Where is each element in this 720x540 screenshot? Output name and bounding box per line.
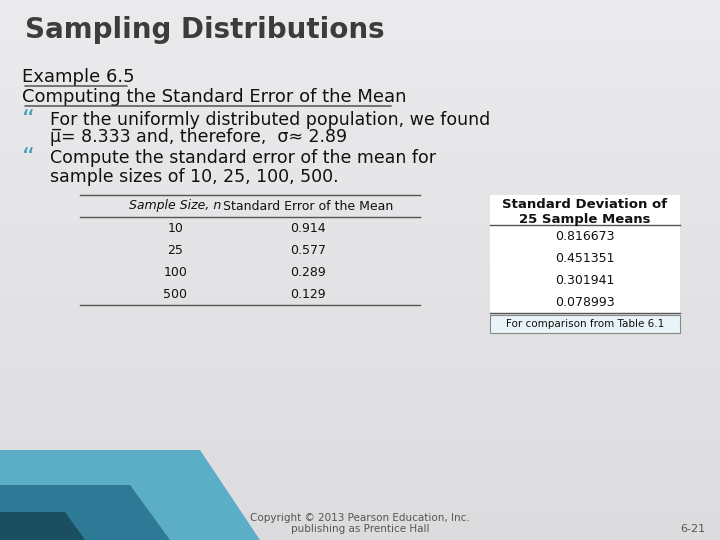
Text: 25 Sample Means: 25 Sample Means xyxy=(519,213,651,226)
Bar xyxy=(0,144,720,153)
Bar xyxy=(0,90,720,99)
Bar xyxy=(0,216,720,225)
Bar xyxy=(0,171,720,180)
Text: 0.577: 0.577 xyxy=(289,244,325,256)
Bar xyxy=(0,531,720,540)
Bar xyxy=(0,126,720,135)
Bar xyxy=(0,369,720,378)
Text: Copyright © 2013 Pearson Education, Inc.: Copyright © 2013 Pearson Education, Inc. xyxy=(250,513,470,523)
Bar xyxy=(0,513,720,522)
Bar xyxy=(0,468,720,477)
Text: Computing the Standard Error of the Mean: Computing the Standard Error of the Mean xyxy=(22,88,407,106)
Polygon shape xyxy=(0,512,85,540)
Polygon shape xyxy=(0,485,170,540)
Bar xyxy=(0,117,720,126)
Bar xyxy=(0,324,720,333)
Text: Standard Error of the Mean: Standard Error of the Mean xyxy=(222,199,393,213)
Bar xyxy=(0,9,720,18)
Bar xyxy=(0,396,720,405)
Bar xyxy=(0,27,720,36)
Bar xyxy=(0,522,720,531)
Bar xyxy=(0,99,720,108)
Bar xyxy=(0,261,720,270)
Bar xyxy=(0,279,720,288)
Bar xyxy=(0,486,720,495)
Text: “: “ xyxy=(22,146,35,170)
Bar xyxy=(0,423,720,432)
Bar xyxy=(0,18,720,27)
Text: μ̅= 8.333 and, therefore,  σ≈ 2.89: μ̅= 8.333 and, therefore, σ≈ 2.89 xyxy=(50,128,347,146)
Bar xyxy=(0,0,720,9)
Bar xyxy=(0,495,720,504)
Bar xyxy=(0,315,720,324)
Polygon shape xyxy=(0,450,260,540)
Bar xyxy=(0,45,720,54)
Text: For comparison from Table 6.1: For comparison from Table 6.1 xyxy=(506,319,664,329)
Bar xyxy=(0,198,720,207)
Bar xyxy=(0,450,720,459)
Bar xyxy=(0,441,720,450)
Bar xyxy=(0,243,720,252)
Text: 0.078993: 0.078993 xyxy=(555,295,615,308)
Bar xyxy=(0,351,720,360)
Bar xyxy=(0,387,720,396)
Bar xyxy=(0,207,720,216)
Text: 0.451351: 0.451351 xyxy=(555,252,615,265)
Bar xyxy=(0,405,720,414)
Bar xyxy=(0,72,720,81)
Bar xyxy=(0,180,720,189)
Bar xyxy=(490,315,680,333)
Bar xyxy=(490,195,680,313)
Bar xyxy=(0,81,720,90)
Bar xyxy=(0,432,720,441)
Text: For the uniformly distributed population, we found: For the uniformly distributed population… xyxy=(50,111,490,129)
Bar xyxy=(0,252,720,261)
Text: 0.914: 0.914 xyxy=(290,221,325,234)
Text: 6-21: 6-21 xyxy=(680,524,705,534)
Bar xyxy=(0,54,720,63)
Bar xyxy=(0,108,720,117)
Bar xyxy=(0,162,720,171)
Text: “: “ xyxy=(22,108,35,132)
Text: Example 6.5: Example 6.5 xyxy=(22,68,135,86)
Text: 25: 25 xyxy=(167,244,183,256)
Text: 0.301941: 0.301941 xyxy=(555,273,615,287)
Text: 0.289: 0.289 xyxy=(290,266,325,279)
Text: publishing as Prentice Hall: publishing as Prentice Hall xyxy=(291,524,429,534)
Text: 500: 500 xyxy=(163,287,187,300)
Bar xyxy=(0,477,720,486)
Text: 100: 100 xyxy=(163,266,187,279)
Text: sample sizes of 10, 25, 100, 500.: sample sizes of 10, 25, 100, 500. xyxy=(50,168,338,186)
Bar xyxy=(0,225,720,234)
Text: 0.816673: 0.816673 xyxy=(555,230,615,242)
Text: Compute the standard error of the mean for: Compute the standard error of the mean f… xyxy=(50,149,436,167)
Bar xyxy=(0,297,720,306)
Bar xyxy=(0,342,720,351)
Bar xyxy=(0,333,720,342)
Text: Sampling Distributions: Sampling Distributions xyxy=(25,16,384,44)
Bar xyxy=(0,234,720,243)
Bar xyxy=(0,504,720,513)
Bar xyxy=(0,189,720,198)
Bar xyxy=(0,288,720,297)
Text: 10: 10 xyxy=(167,221,183,234)
Bar xyxy=(0,378,720,387)
Bar xyxy=(0,135,720,144)
Bar xyxy=(0,459,720,468)
Bar xyxy=(0,63,720,72)
Text: Sample Size, n: Sample Size, n xyxy=(129,199,221,213)
Text: Standard Deviation of: Standard Deviation of xyxy=(503,199,667,212)
Bar xyxy=(0,36,720,45)
Bar xyxy=(0,360,720,369)
Bar xyxy=(0,153,720,162)
Bar xyxy=(0,414,720,423)
Bar xyxy=(0,306,720,315)
Bar xyxy=(0,270,720,279)
Text: 0.129: 0.129 xyxy=(290,287,325,300)
